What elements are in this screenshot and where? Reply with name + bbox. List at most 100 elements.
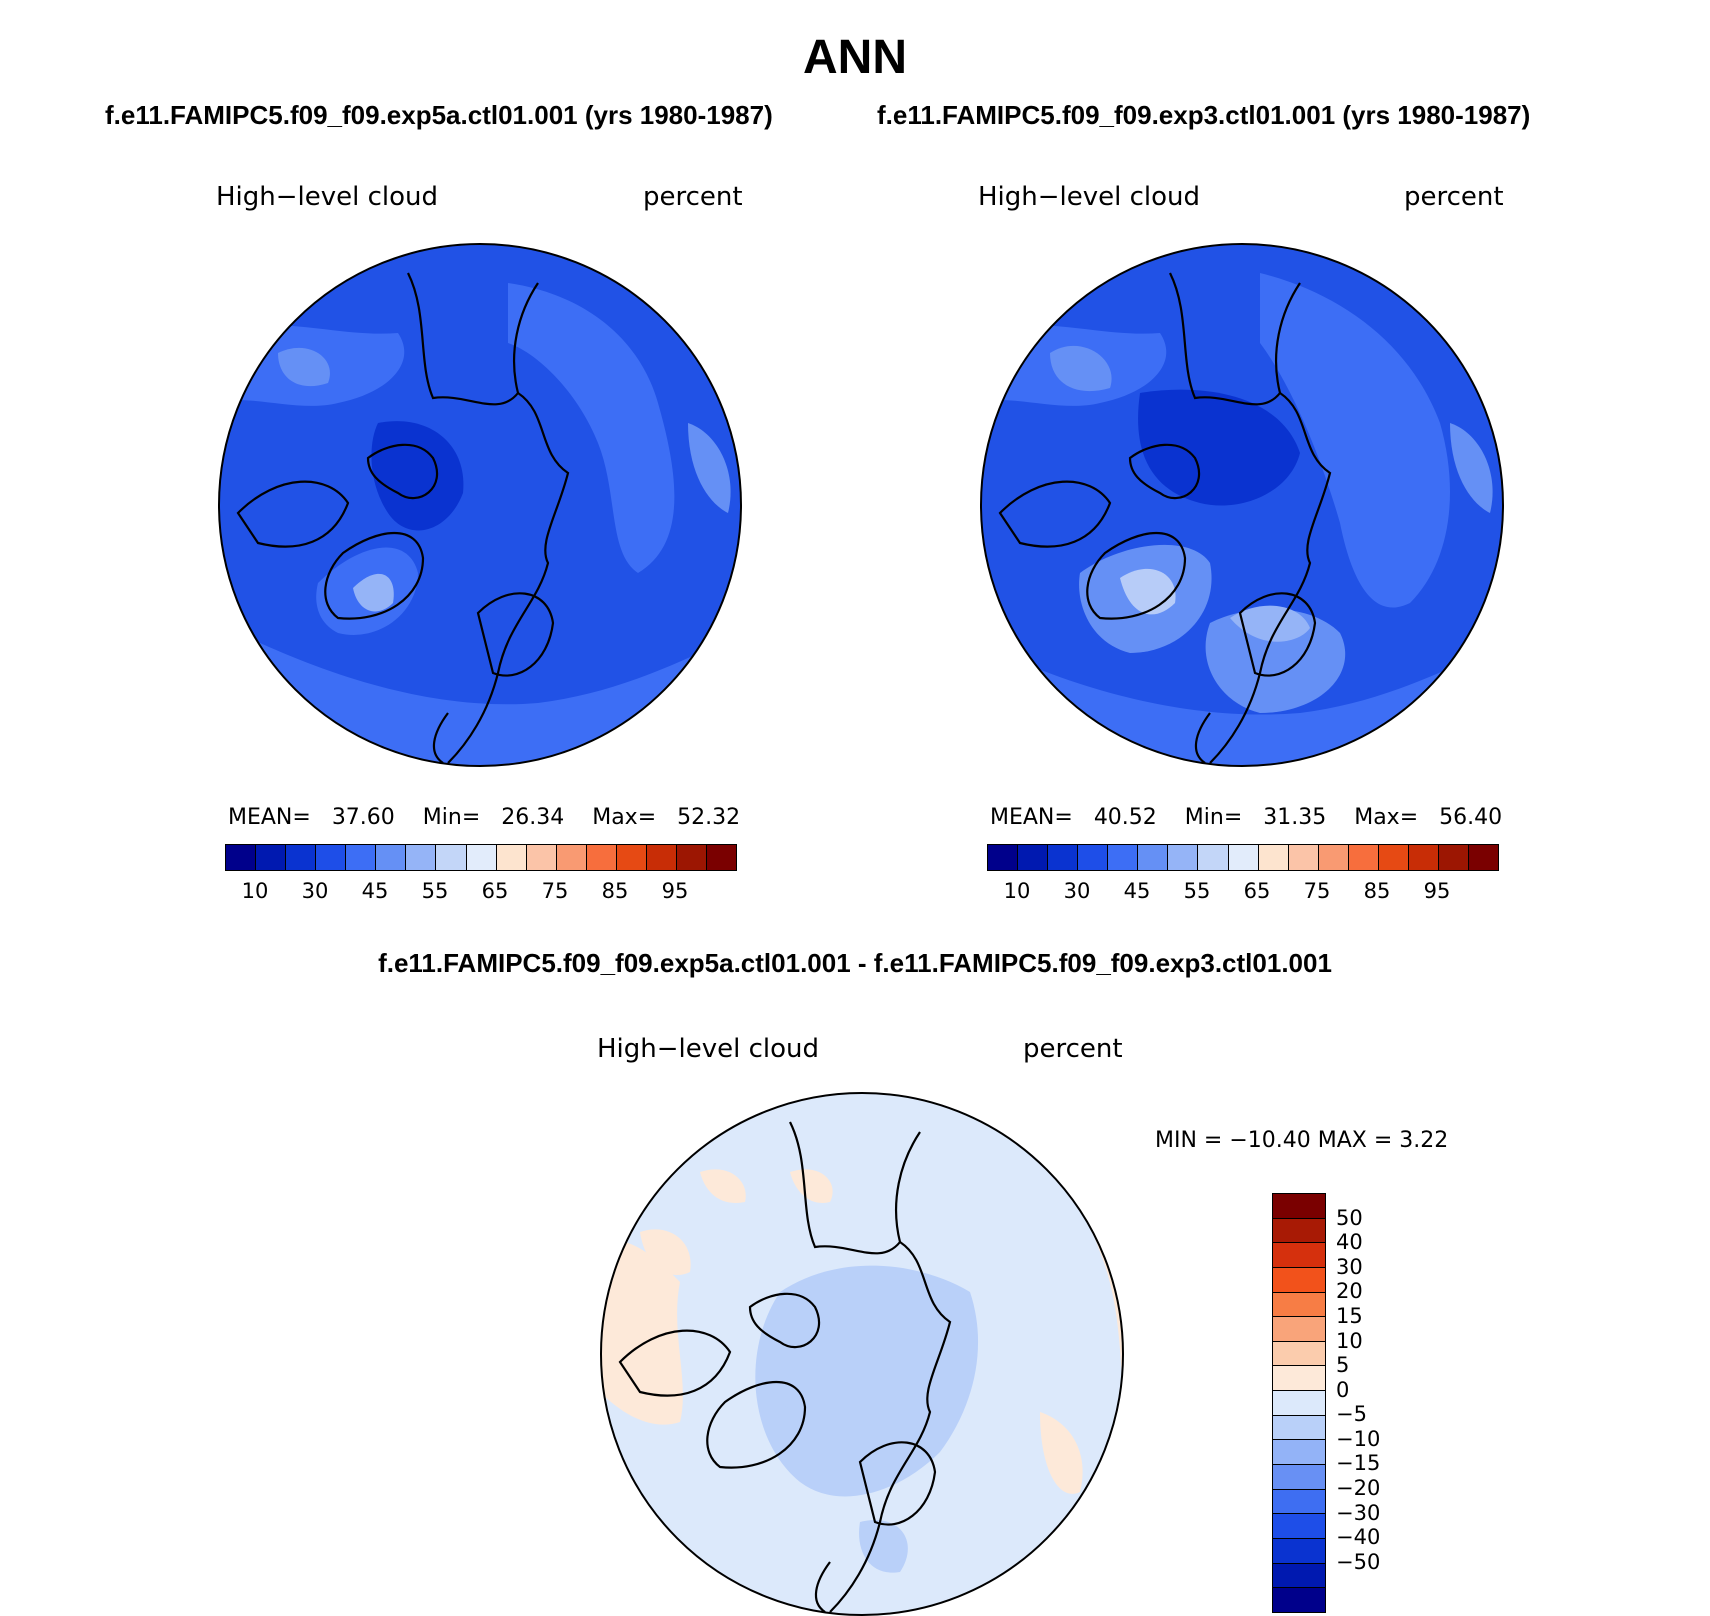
panel1-case-title: f.e11.FAMIPC5.f09_f09.exp5a.ctl01.001 (y… (105, 100, 773, 130)
difference-colorbar-segment (1273, 1317, 1325, 1342)
panel1-min-label: Min= (422, 805, 481, 830)
difference-colorbar-segment (1273, 1415, 1325, 1441)
panel1-max-label: Max= (592, 805, 657, 830)
panel2-colorbar-segment (1469, 845, 1499, 870)
difference-colorbar-tick-label: −40 (1336, 1525, 1381, 1550)
difference-colorbar-tick-label: 40 (1336, 1230, 1363, 1255)
panel2-colorbar-segment (1378, 845, 1409, 870)
difference-colorbar-segment (1273, 1366, 1325, 1392)
difference-colorbar-tick-label: −20 (1336, 1476, 1381, 1501)
difference-colorbar-segment (1273, 1465, 1325, 1490)
panel2-colorbar-segment (1228, 845, 1259, 870)
panel1-colorbar-segment (526, 845, 557, 870)
panel2-colorbar-segment (1198, 845, 1229, 870)
panel1-colorbar-segment (286, 845, 317, 870)
difference-title: f.e11.FAMIPC5.f09_f09.exp5a.ctl01.001 - … (378, 948, 1332, 978)
difference-colorbar-tick-label: 5 (1336, 1353, 1350, 1378)
panel2-colorbar-segment (988, 845, 1019, 870)
panel1-min-value: 26.34 (501, 805, 565, 830)
panel2-units-label: percent (1404, 182, 1504, 212)
panel1-polar-map (218, 243, 742, 767)
difference-colorbar-segment (1273, 1218, 1325, 1244)
difference-colorbar-tick-label: 50 (1336, 1205, 1363, 1230)
panel1-colorbar-tick-label: 85 (601, 879, 629, 903)
difference-colorbar-segment (1273, 1588, 1325, 1612)
panel1-mean-value: 37.60 (331, 805, 395, 830)
panel1-colorbar-segment (346, 845, 377, 870)
panel2-stats: MEAN= 40.52 Min= 31.35 Max= 56.40 (990, 805, 1502, 830)
panel2-colorbar-segment (1288, 845, 1319, 870)
panel2-colorbar-tick-label: 95 (1423, 879, 1451, 903)
panel2-colorbar-segment (1138, 845, 1169, 870)
panel1-colorbar-segment (556, 845, 587, 870)
panel1-colorbar-segment (586, 845, 617, 870)
panel1-max-value: 52.32 (677, 805, 741, 830)
panel1-colorbar-tick-label: 95 (661, 879, 689, 903)
panel2-min-label: Min= (1184, 805, 1243, 830)
panel2-colorbar-segment (1258, 845, 1289, 870)
panel2-max-value: 56.40 (1439, 805, 1503, 830)
panel1-colorbar-tick-label: 55 (421, 879, 449, 903)
panel1-units-label: percent (643, 182, 743, 212)
page-title: ANN (803, 31, 907, 84)
panel1-colorbar-segment (646, 845, 677, 870)
difference-colorbar-tick-label: 20 (1336, 1279, 1363, 1304)
difference-colorbar-tick-label: 0 (1336, 1377, 1350, 1402)
difference-colorbar-tick-label: −50 (1336, 1549, 1381, 1574)
panel2-max-label: Max= (1354, 805, 1419, 830)
difference-colorbar-segment (1273, 1267, 1325, 1293)
difference-colorbar-segment (1273, 1292, 1325, 1318)
panel1-colorbar-tick-label: 75 (541, 879, 569, 903)
difference-colorbar-segment (1273, 1341, 1325, 1367)
panel1-colorbar-segment (496, 845, 527, 870)
panel1-colorbar-segment (256, 845, 287, 870)
panel1-stats: MEAN= 37.60 Min= 26.34 Max= 52.32 (228, 805, 740, 830)
panel2-colorbar-segment (1078, 845, 1109, 870)
panel2-colorbar-segment (1408, 845, 1439, 870)
panel2-colorbar-tick-label: 85 (1363, 879, 1391, 903)
difference-polar-map (600, 1092, 1124, 1616)
panel1-colorbar-segment (707, 845, 737, 870)
panel2-colorbar-segment (1348, 845, 1379, 870)
difference-colorbar-segment (1273, 1514, 1325, 1539)
panel2-colorbar-segment (1018, 845, 1049, 870)
panel2-colorbar-tick-label: 55 (1183, 879, 1211, 903)
panel1-variable-label: High−level cloud (216, 182, 439, 212)
panel1-colorbar-tick-label: 30 (301, 879, 329, 903)
panel1-colorbar-segment (376, 845, 407, 870)
panel2-colorbar-segment (1108, 845, 1139, 870)
difference-units-label: percent (1023, 1034, 1123, 1064)
difference-colorbar-tick-label: 10 (1336, 1328, 1363, 1353)
panel2-min-value: 31.35 (1263, 805, 1327, 830)
panel1-colorbar-tick-label: 10 (241, 879, 269, 903)
difference-colorbar-tick-label: −10 (1336, 1426, 1381, 1451)
difference-colorbar-tick-label: 15 (1336, 1303, 1363, 1328)
difference-colorbar-tick-label: −30 (1336, 1500, 1381, 1525)
difference-colorbar-tick-label: 30 (1336, 1254, 1363, 1279)
panel1-mean-label: MEAN= (228, 805, 311, 830)
panel1-colorbar-tick-label: 45 (361, 879, 389, 903)
difference-colorbar-segment (1273, 1194, 1325, 1219)
panel1-colorbar-segment (466, 845, 497, 870)
difference-colorbar-segment (1273, 1243, 1325, 1268)
difference-colorbar-segment (1273, 1563, 1325, 1589)
panel1-colorbar-segment (436, 845, 467, 870)
difference-colorbar-segment (1273, 1440, 1325, 1466)
difference-colorbar-tick-label: −15 (1336, 1451, 1381, 1476)
panel2-colorbar-tick-label: 10 (1003, 879, 1031, 903)
panel2-colorbar-tick-label: 75 (1303, 879, 1331, 903)
difference-colorbar-segment (1273, 1489, 1325, 1515)
panel1-colorbar-segment (406, 845, 437, 870)
panel1-colorbar-segment (226, 845, 257, 870)
difference-minmax: MIN = −10.40 MAX = 3.22 (1155, 1128, 1449, 1153)
panel2-mean-label: MEAN= (990, 805, 1073, 830)
difference-colorbar-segment (1273, 1391, 1325, 1416)
difference-colorbar-tick-label: −5 (1336, 1402, 1367, 1427)
panel1-colorbar-tick-label: 65 (481, 879, 509, 903)
panel1-colorbar-segment (616, 845, 647, 870)
panel1-colorbar-segment (676, 845, 707, 870)
panel2-colorbar-tick-label: 30 (1063, 879, 1091, 903)
panel2-colorbar-tick-label: 45 (1123, 879, 1151, 903)
panel2-colorbar-segment (1438, 845, 1469, 870)
panel2-variable-label: High−level cloud (978, 182, 1201, 212)
